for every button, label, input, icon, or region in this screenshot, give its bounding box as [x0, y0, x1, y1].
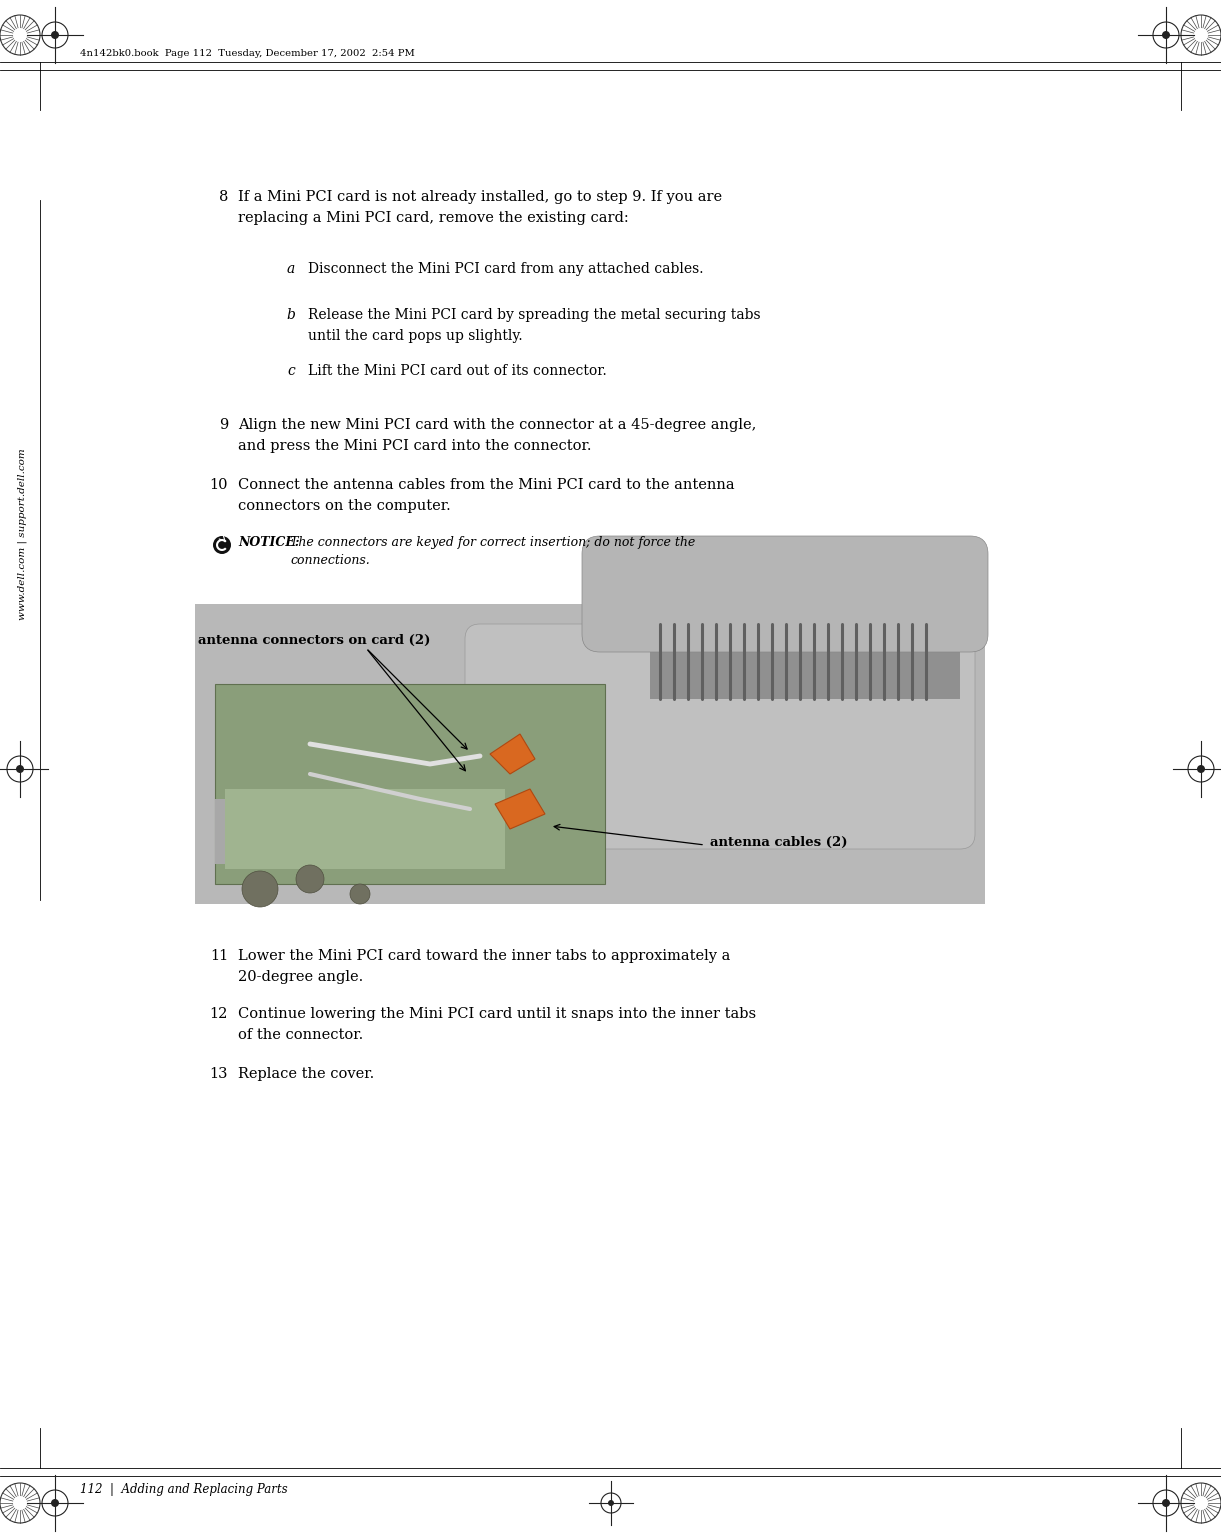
Circle shape [242, 871, 278, 907]
Text: Replace the cover.: Replace the cover. [238, 1067, 375, 1081]
FancyBboxPatch shape [582, 537, 988, 652]
Text: 8: 8 [219, 191, 228, 205]
Circle shape [212, 537, 231, 554]
Circle shape [1162, 1500, 1170, 1507]
Text: 12: 12 [210, 1007, 228, 1021]
Polygon shape [495, 789, 545, 829]
Bar [650, 558, 960, 698]
Circle shape [51, 31, 59, 38]
Circle shape [1194, 1496, 1208, 1510]
Text: 112  |  Adding and Replacing Parts: 112 | Adding and Replacing Parts [81, 1484, 288, 1496]
Text: If a Mini PCI card is not already installed, go to step 9. If you are
replacing : If a Mini PCI card is not already instal… [238, 191, 722, 225]
Text: 13: 13 [210, 1067, 228, 1081]
Circle shape [13, 1496, 27, 1510]
Text: 9: 9 [219, 418, 228, 432]
Text: 11: 11 [210, 949, 228, 963]
Circle shape [608, 1500, 614, 1506]
Circle shape [13, 28, 27, 42]
Text: www.dell.com | support.dell.com: www.dell.com | support.dell.com [17, 448, 27, 620]
Circle shape [1197, 764, 1205, 774]
Text: The connectors are keyed for correct insertion; do not force the
connections.: The connectors are keyed for correct ins… [291, 537, 695, 568]
Bar [215, 800, 475, 864]
Text: antenna connectors on card (2): antenna connectors on card (2) [198, 634, 430, 647]
Bar [215, 684, 604, 884]
Text: Connect the antenna cables from the Mini PCI card to the antenna
connectors on t: Connect the antenna cables from the Mini… [238, 478, 735, 512]
Text: Lift the Mini PCI card out of its connector.: Lift the Mini PCI card out of its connec… [308, 365, 607, 378]
Text: 10: 10 [210, 478, 228, 492]
Circle shape [16, 764, 24, 774]
FancyBboxPatch shape [465, 624, 976, 849]
Text: 4n142bk0.book  Page 112  Tuesday, December 17, 2002  2:54 PM: 4n142bk0.book Page 112 Tuesday, December… [81, 49, 415, 57]
Text: antenna cables (2): antenna cables (2) [709, 837, 847, 849]
Text: Release the Mini PCI card by spreading the metal securing tabs
until the card po: Release the Mini PCI card by spreading t… [308, 308, 761, 343]
Circle shape [51, 1500, 59, 1507]
Text: Lower the Mini PCI card toward the inner tabs to approximately a
20-degree angle: Lower the Mini PCI card toward the inner… [238, 949, 730, 984]
Text: b: b [286, 308, 295, 321]
Circle shape [1194, 28, 1208, 42]
Text: Continue lowering the Mini PCI card until it snaps into the inner tabs
of the co: Continue lowering the Mini PCI card unti… [238, 1007, 756, 1041]
Polygon shape [490, 734, 535, 774]
Circle shape [295, 864, 324, 894]
Bar [225, 789, 505, 869]
Circle shape [350, 884, 370, 904]
Text: a: a [287, 261, 295, 275]
Text: Align the new Mini PCI card with the connector at a 45-degree angle,
and press t: Align the new Mini PCI card with the con… [238, 418, 756, 452]
Text: c: c [287, 365, 295, 378]
Text: Disconnect the Mini PCI card from any attached cables.: Disconnect the Mini PCI card from any at… [308, 261, 703, 275]
Text: NOTICE:: NOTICE: [238, 537, 299, 549]
Bar [195, 604, 985, 904]
Circle shape [1162, 31, 1170, 38]
